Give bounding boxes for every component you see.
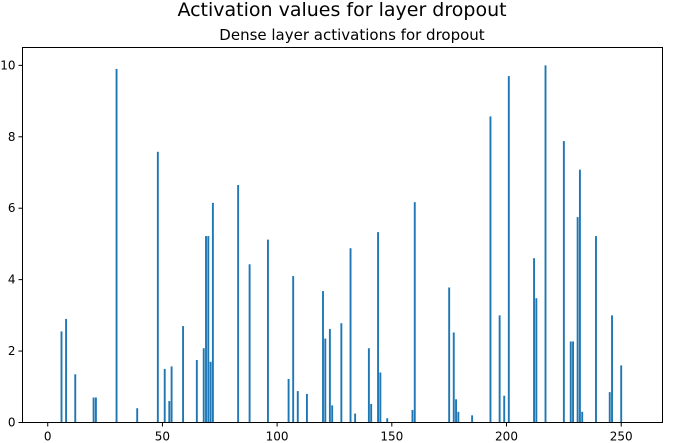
bar [74,374,77,423]
x-tick-label: 150 [380,430,403,443]
bar [386,418,389,423]
bar [92,397,95,423]
bar [413,202,416,423]
x-tick-label: 50 [155,430,170,443]
bar [237,185,240,423]
y-tick-label: 4 [8,273,16,287]
bar [471,415,474,423]
bar [457,411,460,423]
x-tick-label: 250 [610,430,633,443]
bar [292,276,295,423]
chart-subtitle: Dense layer activations for dropout [219,26,485,44]
bar [305,393,308,423]
bar [267,239,269,423]
bar [455,399,457,423]
x-tick-label: 0 [44,430,52,443]
bar [168,401,171,423]
bar [498,315,501,423]
bar [205,236,207,423]
bar [207,236,210,423]
bar [349,248,352,423]
bar [340,323,343,423]
x-tick-label: 100 [266,430,289,443]
bar [115,68,118,423]
bar [452,332,455,423]
bar [65,318,68,423]
bar [569,341,572,423]
bar [324,338,327,423]
bar [136,408,139,423]
bar-series [60,65,623,423]
y-tick-label: 6 [8,201,16,215]
bar [328,328,331,423]
bar [370,403,373,423]
bar [163,368,166,423]
bar [448,287,451,423]
bar [202,348,205,423]
bar [411,410,414,423]
bar [507,76,510,423]
bar [544,65,547,423]
bar [331,405,334,423]
bar [287,378,290,423]
bar [377,232,380,423]
chart-title: Activation values for layer dropout [177,0,506,21]
y-tick-label: 0 [8,416,16,430]
bar [322,291,324,423]
bar [620,365,623,423]
plot-frame [22,47,663,423]
bar [576,217,579,423]
bar [562,141,565,423]
y-tick-label: 8 [8,130,16,144]
bar [354,413,357,423]
x-tick-label: 200 [495,430,518,443]
x-axis: 0 50 100 150 200 250 [44,422,633,443]
bar [572,341,574,423]
y-tick-label: 10 [0,58,15,72]
bar [60,331,63,423]
bar [211,202,214,423]
y-axis: 0 2 4 6 8 10 [0,58,23,430]
bar [156,151,159,423]
y-tick-label: 2 [8,344,16,358]
bar [595,236,597,423]
bar [535,298,538,423]
bar [296,391,299,423]
bar [611,315,613,423]
bar [195,360,198,423]
bar [182,326,185,423]
bar [94,397,97,423]
bar [533,258,535,423]
bar [503,395,506,423]
bar [248,264,251,423]
bar [581,411,584,423]
bar [489,116,492,423]
bar [209,361,212,423]
bar [578,169,581,423]
bar [379,372,382,423]
bar [170,366,173,423]
bar [608,392,611,423]
bar [367,348,370,423]
